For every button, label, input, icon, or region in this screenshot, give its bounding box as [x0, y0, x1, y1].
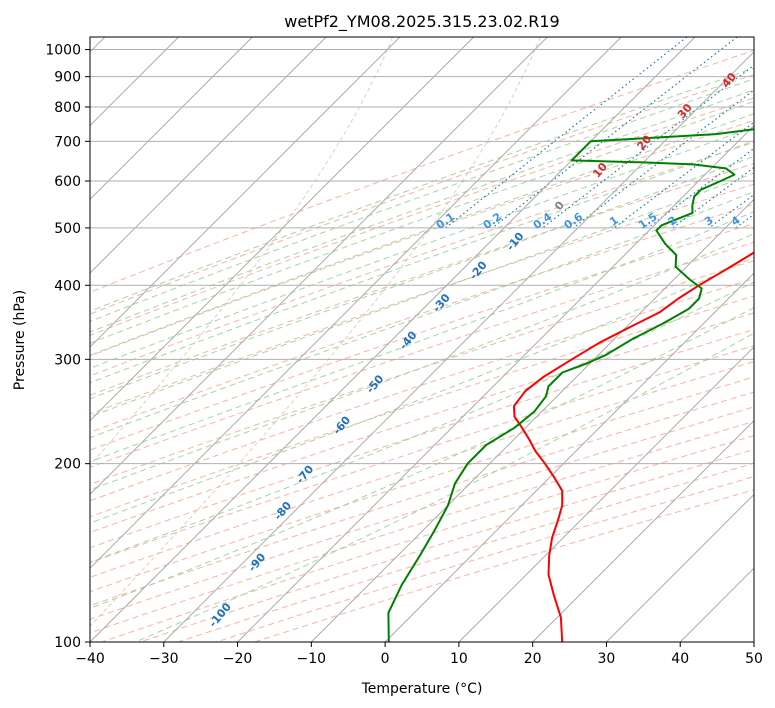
isotherm-line: [90, 37, 548, 496]
y-tick-label: 600: [54, 174, 81, 190]
temperature-line: [512, 251, 754, 642]
plot-frame: [89, 36, 755, 643]
chart-title: wetPf2_YM08.2025.315.23.02.R19: [284, 12, 559, 32]
mixing-ratio-label: 6: [768, 213, 775, 228]
mixing-ratio-line: [573, 89, 754, 229]
x-tick-label: −10: [297, 651, 327, 667]
moist-adiabat: [135, 332, 754, 642]
moist-adiabat: [90, 172, 754, 418]
dry-adiabat: [90, 163, 754, 396]
y-tick-label: 1000: [45, 43, 81, 59]
y-tick-label: 200: [54, 457, 81, 473]
x-tick-label: 40: [671, 651, 689, 667]
x-tick-label: 10: [450, 651, 468, 667]
x-axis-label: Temperature (°C): [361, 681, 483, 697]
isotherm-line: [384, 272, 754, 642]
y-axis-label: Pressure (hPa): [12, 290, 28, 390]
moist-adiabat: [90, 78, 754, 322]
x-tick-label: 30: [598, 651, 616, 667]
isotherm-line: [606, 493, 754, 642]
y-tick-label: 900: [54, 70, 81, 86]
curved-isotherm: [90, 37, 393, 466]
isotherm-line: [90, 37, 253, 201]
moist-adiabat: [90, 256, 754, 524]
moist-adiabat: [90, 89, 754, 333]
y-tick-label: 100: [54, 635, 81, 651]
x-tick-label: 0: [381, 651, 390, 667]
y-tick-label: 400: [54, 278, 81, 294]
x-tick-label: −30: [149, 651, 179, 667]
x-tick-label: 20: [524, 651, 542, 667]
moist-adiabat: [90, 67, 754, 312]
mixing-ratio-line: [492, 37, 738, 229]
isotherm-line: [237, 124, 754, 642]
dry-adiabat: [90, 97, 754, 336]
dewpoint-line: [387, 128, 754, 642]
isotherm-line: [458, 346, 754, 642]
dry-adiabat: [90, 203, 754, 433]
y-tick-label: 800: [54, 100, 81, 116]
y-tick-label: 500: [54, 221, 81, 237]
mixing-ratio-line: [445, 37, 688, 229]
y-tick-label: 700: [54, 134, 81, 150]
y-tick-label: 300: [54, 352, 81, 368]
isotherm-line: [90, 37, 622, 569]
isotherm-line: [310, 198, 754, 642]
isotherm-line: [90, 37, 401, 348]
dry-adiabat: [90, 222, 754, 451]
moist-adiabat: [90, 155, 754, 400]
isotherm-line: [90, 37, 327, 274]
x-tick-label: −40: [75, 651, 105, 667]
isotherm-line: [532, 419, 754, 642]
dry-adiabat: [90, 73, 754, 315]
isotherm-line: [753, 641, 754, 642]
dry-adiabat: [90, 278, 754, 502]
dry-adiabat: [90, 391, 754, 607]
isotherm-line: [90, 37, 475, 422]
x-tick-label: 50: [745, 651, 763, 667]
dry-adiabat: [90, 345, 754, 564]
dry-adiabat: [90, 49, 754, 293]
dry-adiabat: [90, 312, 754, 533]
moist-adiabat: [90, 233, 754, 491]
dry-adiabat: [90, 141, 754, 377]
isotherm-line: [90, 37, 696, 642]
moist-adiabat: [90, 190, 754, 439]
x-tick-label: −20: [223, 651, 253, 667]
curved-isotherm: [90, 37, 541, 628]
mixing-ratio-line: [647, 147, 754, 229]
moist-adiabat: [90, 113, 754, 356]
mixing-ratio-line: [672, 166, 754, 229]
